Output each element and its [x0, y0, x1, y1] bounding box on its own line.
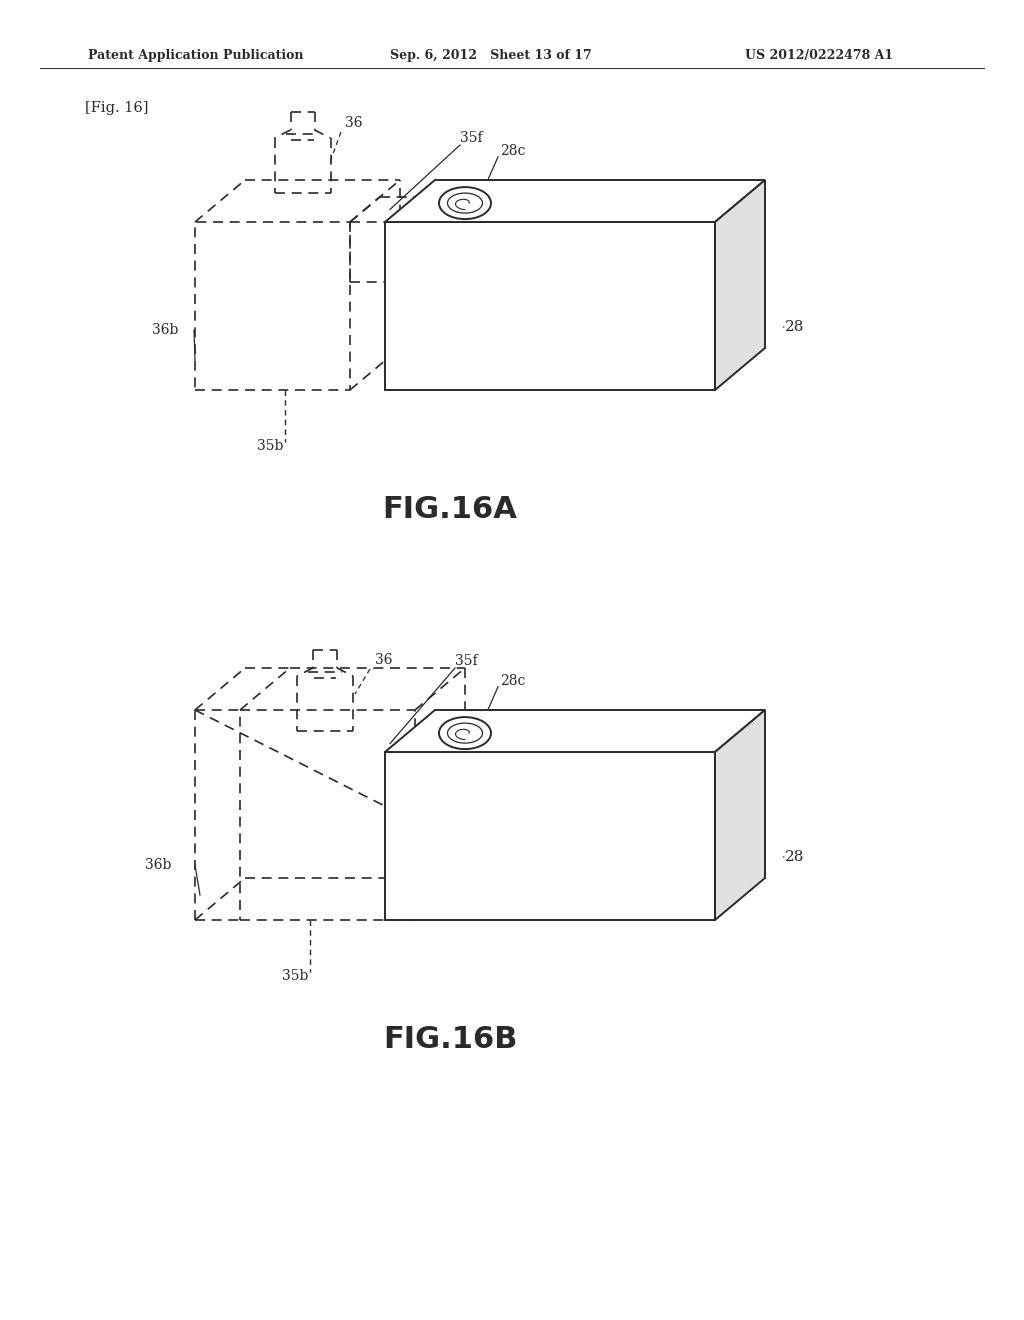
Polygon shape [715, 710, 765, 920]
Text: FIG.16B: FIG.16B [383, 1026, 517, 1055]
Text: FIG.16A: FIG.16A [383, 495, 517, 524]
Polygon shape [385, 710, 765, 752]
Text: 35b: 35b [282, 969, 308, 983]
Polygon shape [385, 180, 765, 222]
Text: 35b: 35b [257, 440, 284, 453]
Text: 28c: 28c [500, 673, 525, 688]
Polygon shape [385, 752, 715, 920]
Text: Sep. 6, 2012   Sheet 13 of 17: Sep. 6, 2012 Sheet 13 of 17 [390, 49, 592, 62]
Text: [Fig. 16]: [Fig. 16] [85, 102, 148, 115]
Ellipse shape [439, 717, 490, 750]
Text: 28c: 28c [500, 144, 525, 158]
Text: 28: 28 [785, 319, 805, 334]
Text: 36: 36 [345, 116, 362, 129]
Text: 36b: 36b [152, 323, 178, 337]
Text: 35f: 35f [455, 653, 477, 668]
Polygon shape [385, 222, 715, 389]
Text: 36b: 36b [145, 858, 171, 873]
Polygon shape [715, 180, 765, 389]
Text: 36: 36 [375, 653, 392, 667]
Text: 35f: 35f [460, 131, 482, 145]
Ellipse shape [439, 187, 490, 219]
Text: 28: 28 [785, 850, 805, 865]
Text: US 2012/0222478 A1: US 2012/0222478 A1 [745, 49, 893, 62]
Text: Patent Application Publication: Patent Application Publication [88, 49, 303, 62]
